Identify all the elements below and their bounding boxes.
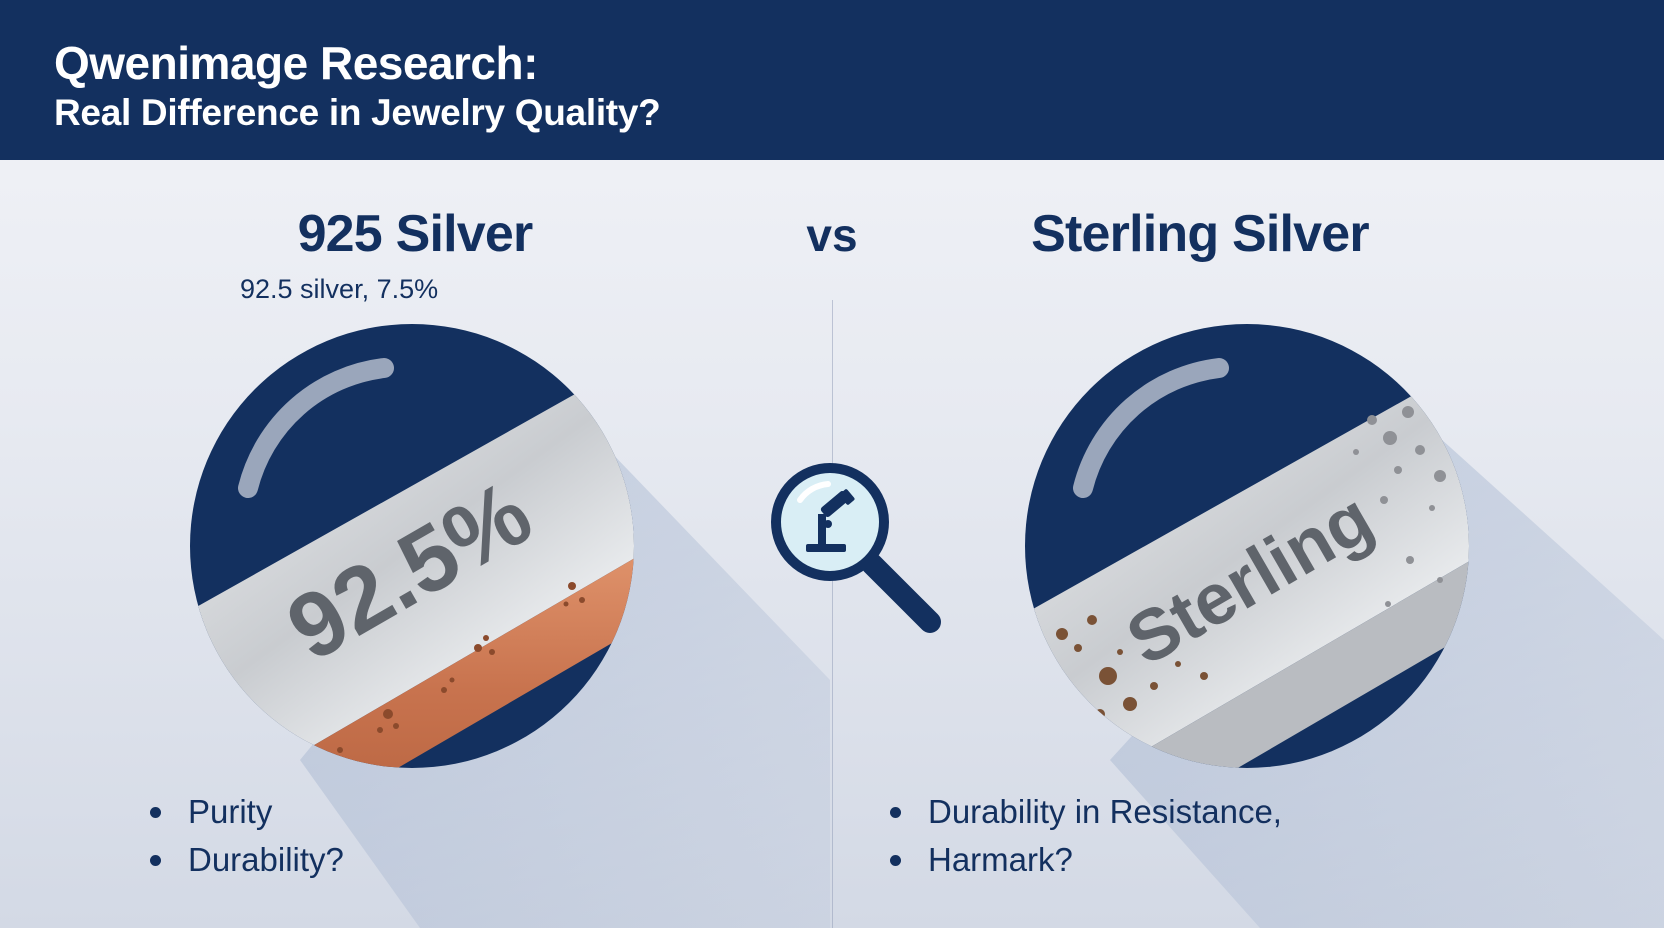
vs-label: vs — [806, 209, 858, 261]
page-title: Qwenimage Research: — [54, 37, 538, 89]
list-item: Purity — [150, 788, 344, 836]
list-item: Harmark? — [890, 836, 1282, 884]
left-bullet-list: Purity Durability? — [150, 788, 344, 884]
list-item: Durability? — [150, 836, 344, 884]
list-item: Durability in Resistance, — [890, 788, 1282, 836]
left-column-title: 925 Silver — [297, 205, 534, 263]
microscope-magnifier-icon — [771, 463, 941, 633]
left-sphere-illustration: 92.5% — [190, 324, 634, 768]
right-column-title: Sterling Silver — [1031, 205, 1369, 263]
center-divider — [832, 300, 833, 928]
page-subtitle: Real Difference in Jewelry Quality? — [54, 92, 661, 133]
header-banner: Qwenimage Research: Real Difference in J… — [0, 0, 1664, 160]
right-sphere-illustration: Sterling — [1025, 324, 1469, 768]
right-bullet-list: Durability in Resistance, Harmark? — [890, 788, 1282, 884]
composition-note: 92.5 silver, 7.5% — [240, 274, 439, 304]
